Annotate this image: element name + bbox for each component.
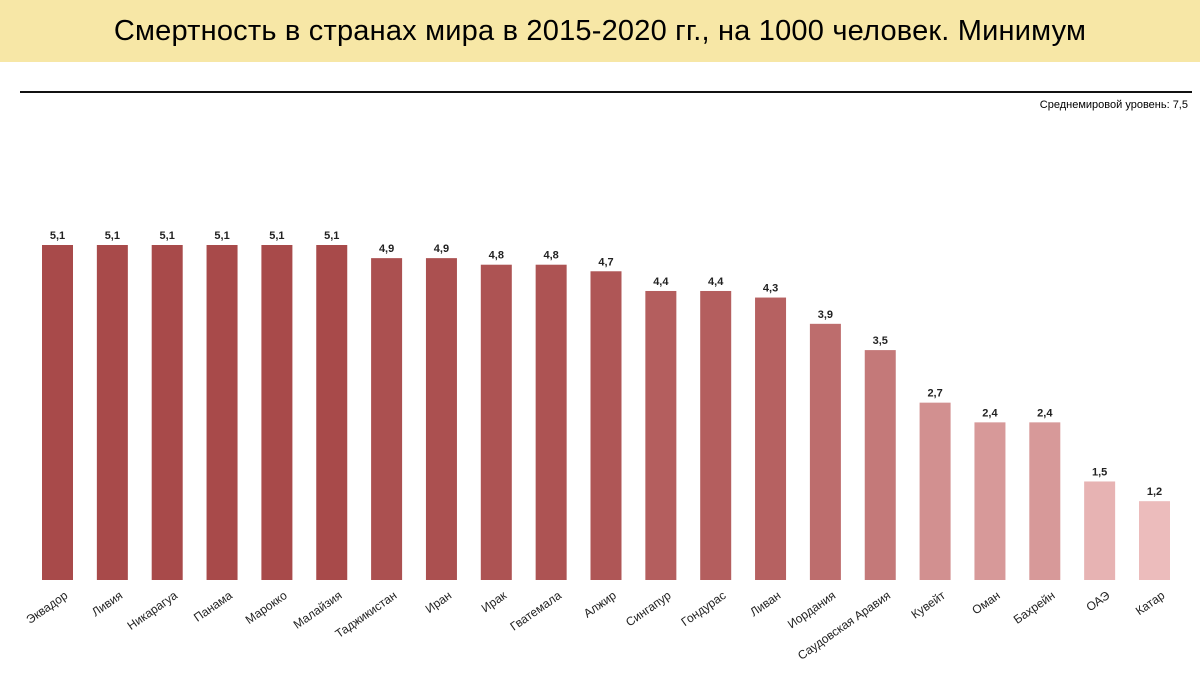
category-label: Таджикистан — [333, 588, 400, 641]
bar — [1139, 501, 1170, 580]
bar — [535, 264, 567, 580]
bar-value-label: 4,9 — [379, 243, 394, 255]
bar-value-label: 2,7 — [927, 388, 942, 400]
bar — [919, 402, 951, 580]
category-label: Катар — [1133, 588, 1168, 618]
bar — [1084, 481, 1116, 580]
bar-value-label: 2,4 — [982, 407, 998, 419]
bar-value-label: 2,4 — [1037, 407, 1053, 419]
title-divider — [20, 91, 1192, 93]
bar — [151, 245, 183, 580]
bar-value-label: 5,1 — [105, 230, 120, 242]
category-label: Оман — [969, 588, 1002, 617]
bar — [974, 422, 1006, 580]
bar-value-label: 4,7 — [598, 256, 613, 268]
category-label: Иран — [423, 588, 454, 616]
category-label: Ливия — [89, 588, 125, 619]
bar-value-label: 3,5 — [873, 335, 888, 347]
bar — [480, 264, 512, 580]
bar-value-label: 4,8 — [489, 250, 504, 262]
bar-value-label: 1,5 — [1092, 466, 1107, 478]
category-label: Ирак — [479, 588, 510, 616]
bar — [371, 258, 403, 580]
category-label: Иордания — [785, 588, 838, 631]
bar — [425, 258, 457, 580]
chart-title: Смертность в странах мира в 2015-2020 гг… — [113, 14, 1087, 47]
category-label: Алжир — [581, 588, 619, 621]
bar — [755, 297, 787, 580]
bar — [1029, 422, 1061, 580]
bar — [700, 290, 732, 580]
title-bar: Смертность в странах мира в 2015-2020 гг… — [0, 0, 1200, 62]
category-label: Гондурас — [678, 588, 728, 629]
category-label: Сингапур — [623, 588, 674, 629]
bar-value-label: 4,3 — [763, 283, 778, 295]
bar-value-label: 4,4 — [708, 276, 724, 288]
category-label: ОАЭ — [1084, 588, 1113, 614]
bar — [96, 245, 128, 580]
category-label: Марокко — [243, 588, 290, 627]
bar — [316, 245, 348, 580]
bar-value-label: 1,2 — [1147, 486, 1162, 498]
category-label: Бахрейн — [1011, 588, 1058, 627]
bar-value-label: 5,1 — [160, 230, 175, 242]
bar-value-label: 5,1 — [269, 230, 284, 242]
category-label: Панама — [191, 588, 235, 625]
category-label: Малайзия — [291, 588, 345, 632]
category-label: Никарагуа — [125, 588, 181, 633]
bar — [864, 350, 896, 580]
bar — [261, 245, 293, 580]
bar — [42, 245, 73, 580]
bar — [206, 245, 238, 580]
bar-value-label: 3,9 — [818, 309, 833, 321]
bar-value-label: 5,1 — [324, 230, 339, 242]
bar-value-label: 4,8 — [544, 250, 559, 262]
category-label: Кувейт — [909, 588, 949, 622]
category-label: Эквадор — [24, 588, 71, 627]
bar-value-label: 5,1 — [214, 230, 229, 242]
bar — [809, 323, 841, 580]
world-average-note: Среднемировой уровень: 7,5 — [1039, 99, 1188, 111]
bar — [645, 290, 677, 580]
bar-value-label: 5,1 — [50, 230, 65, 242]
bar — [590, 271, 622, 580]
bar-value-label: 4,9 — [434, 243, 449, 255]
bar-value-label: 4,4 — [653, 276, 669, 288]
category-label: Саудовская Аравия — [795, 588, 893, 662]
category-label: Гватемала — [507, 588, 564, 634]
category-label: Ливан — [747, 588, 783, 619]
